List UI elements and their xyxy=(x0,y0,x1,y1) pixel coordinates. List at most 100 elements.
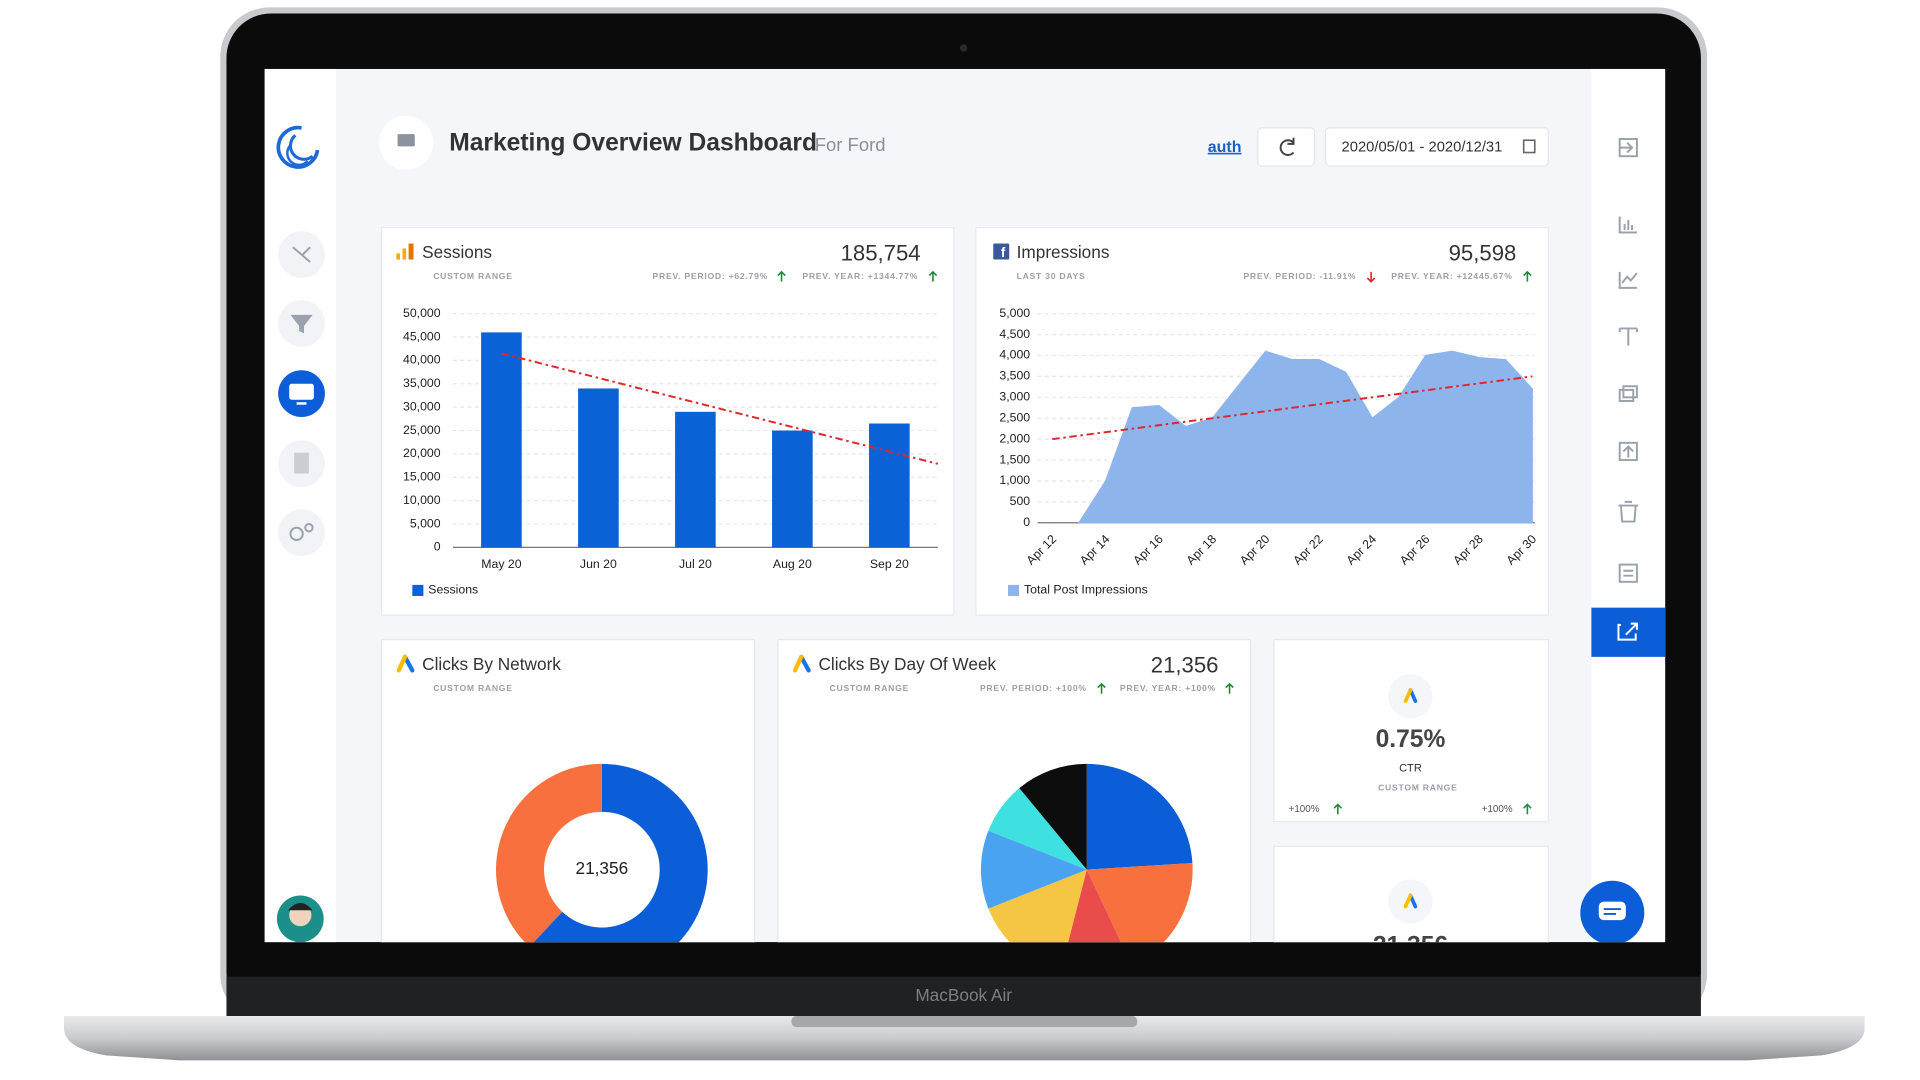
y-tick-label: 35,000 xyxy=(403,376,441,390)
nav-reports-icon xyxy=(294,452,309,474)
x-tick-label: Jul 20 xyxy=(679,557,712,571)
widget-subtitle: CUSTOM RANGE xyxy=(433,271,513,281)
y-tick-label: 2,500 xyxy=(999,410,1030,424)
refresh-button[interactable] xyxy=(1257,127,1316,167)
nav-settings-icon xyxy=(304,523,314,533)
widget-subtitle: CUSTOM RANGE xyxy=(433,683,513,693)
widget-title: Impressions xyxy=(1017,242,1110,262)
widget-title: Clicks By Network xyxy=(422,654,561,674)
prev-period: PREV. PERIOD: +62.79% xyxy=(653,271,768,281)
widget-subtitle: CUSTOM RANGE xyxy=(830,683,910,693)
dashboard-title: Marketing Overview Dashboard xyxy=(449,129,817,156)
date-range: 2020/05/01 - 2020/12/31 xyxy=(1342,140,1503,156)
slice xyxy=(533,763,708,943)
kpi-change: +100% xyxy=(1482,804,1513,815)
chat-icon xyxy=(1603,908,1621,915)
dashboard-subtitle: For Ford xyxy=(815,134,886,155)
slice xyxy=(496,763,602,943)
x-tick-label: Sep 20 xyxy=(870,557,909,571)
kpi-value: 0.75% xyxy=(1376,726,1446,753)
facebook-icon: f xyxy=(1001,245,1006,260)
prev-year: PREV. YEAR: +12445.67% xyxy=(1391,271,1512,281)
prev-period: PREV. PERIOD: -11.91% xyxy=(1243,271,1356,281)
widget-total: 185,754 xyxy=(841,240,921,265)
slice xyxy=(988,869,1087,943)
legend-label: Total Post Impressions xyxy=(1024,583,1148,597)
y-tick-label: 20,000 xyxy=(403,446,441,460)
share-icon xyxy=(1617,622,1638,641)
avatar xyxy=(288,902,313,911)
camera xyxy=(960,44,968,52)
logo[interactable] xyxy=(286,144,309,167)
refresh-icon xyxy=(1279,137,1295,156)
nav-dashboards-icon xyxy=(289,383,314,400)
trendline xyxy=(501,352,939,465)
legend-label: Sessions xyxy=(428,583,478,597)
slice xyxy=(988,788,1087,870)
logo[interactable] xyxy=(276,125,320,169)
kpi-value: 21,356 xyxy=(1373,933,1448,960)
area xyxy=(1077,350,1533,524)
y-tick-label: 10,000 xyxy=(403,493,441,507)
center-label: 21,356 xyxy=(576,858,629,878)
ads-icons xyxy=(396,654,1433,924)
change-arrows xyxy=(777,270,1532,815)
auth-link[interactable]: auth xyxy=(1208,139,1242,156)
kpi-subtitle: CUSTOM RANGE xyxy=(1378,783,1458,793)
widget-title: Sessions xyxy=(422,242,492,262)
bar xyxy=(481,332,522,548)
nav-settings-icon xyxy=(289,526,304,541)
y-tick-label: 50,000 xyxy=(403,306,441,320)
y-tick-label: 500 xyxy=(1010,494,1031,508)
prev-period: PREV. PERIOD: +100% xyxy=(980,683,1087,693)
nav-dashboards-icon xyxy=(296,402,307,405)
y-tick-label: 25,000 xyxy=(403,423,441,437)
trendline xyxy=(1052,375,1533,441)
device-label: MacBook Air xyxy=(915,985,1012,1005)
widget-title: Clicks By Day Of Week xyxy=(818,654,996,674)
x-tick-label: Aug 20 xyxy=(773,557,812,571)
y-tick-label: 4,000 xyxy=(999,348,1030,362)
slice xyxy=(980,830,1087,909)
x-tick-label: Jun 20 xyxy=(580,557,617,571)
calendar-icon xyxy=(1522,139,1536,154)
analytics-icon xyxy=(402,248,407,260)
slice xyxy=(1086,763,1193,870)
bar xyxy=(772,430,813,548)
y-tick-label: 5,000 xyxy=(999,306,1030,320)
plots: 0 5,000 10,000 15,000 20,000 25,000 30,000 35,0… xyxy=(403,306,1539,943)
y-tick-label: 1,000 xyxy=(999,473,1030,487)
y-tick-label: 3,500 xyxy=(999,369,1030,383)
facebook-icon xyxy=(993,243,1010,260)
notch xyxy=(791,1016,1138,1028)
prev-year: PREV. YEAR: +1344.77% xyxy=(802,271,918,281)
y-tick-label: 15,000 xyxy=(403,470,441,484)
ctr-card xyxy=(1273,639,1549,823)
legend-swatch xyxy=(1008,584,1020,596)
y-tick-label: 2,000 xyxy=(999,431,1030,445)
laptop-base xyxy=(64,1016,1865,1061)
analytics-icon xyxy=(396,253,400,260)
bar xyxy=(578,388,619,548)
legend-swatch xyxy=(412,584,424,596)
y-tick-label: 5,000 xyxy=(410,516,441,530)
kpi-change: +100% xyxy=(1289,804,1320,815)
kpi-label: CTR xyxy=(1399,763,1422,775)
bar xyxy=(675,411,716,548)
left-sidebar xyxy=(264,68,336,943)
slice xyxy=(1086,863,1193,943)
y-tick-label: 40,000 xyxy=(403,353,441,367)
toolbar-icons[interactable] xyxy=(1618,138,1639,583)
nav-settings[interactable] xyxy=(278,509,325,556)
widget-total: 95,598 xyxy=(1449,240,1517,265)
y-tick-label: 0 xyxy=(434,540,441,554)
logo[interactable] xyxy=(288,134,314,161)
slice xyxy=(1019,763,1087,870)
bar xyxy=(869,423,910,548)
sessions-card xyxy=(380,226,955,616)
slice xyxy=(1068,869,1121,943)
widget-subtitle: LAST 30 DAYS xyxy=(1017,271,1086,281)
x-tick-label: May 20 xyxy=(481,557,521,571)
date-range-picker[interactable] xyxy=(1324,127,1549,167)
